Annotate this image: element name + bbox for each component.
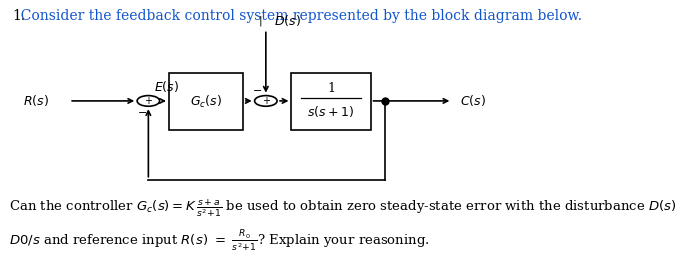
Text: $-$: $-$ — [252, 84, 261, 94]
Text: $G_c(s)$: $G_c(s)$ — [190, 94, 222, 109]
Text: $D0/s$ and reference input $R(s)$ $=$ $\frac{R_0}{s^2\!+\!1}$? Explain your reas: $D0/s$ and reference input $R(s)$ $=$ $\… — [9, 229, 430, 255]
Text: 1.: 1. — [12, 9, 25, 23]
Text: $C(s)$: $C(s)$ — [460, 93, 486, 108]
Bar — [291, 73, 371, 130]
Text: Can the controller $G_c(s) = K\,\frac{s+a}{s^2\!+\!1}$ be used to obtain zero st: Can the controller $G_c(s) = K\,\frac{s+… — [9, 198, 679, 220]
Text: $s(s+1)$: $s(s+1)$ — [308, 104, 354, 119]
Text: +: + — [262, 96, 270, 106]
Text: +: + — [145, 96, 152, 106]
Text: Consider the feedback control system represented by the block diagram below.: Consider the feedback control system rep… — [12, 9, 582, 23]
Text: $E(s)$: $E(s)$ — [154, 79, 179, 94]
Text: $|$: $|$ — [257, 14, 262, 28]
Text: 1: 1 — [327, 82, 335, 95]
Text: $-$: $-$ — [137, 106, 147, 116]
Bar — [169, 73, 243, 130]
Text: $D(s)$: $D(s)$ — [274, 13, 300, 28]
Text: $R(s)$: $R(s)$ — [23, 93, 49, 108]
